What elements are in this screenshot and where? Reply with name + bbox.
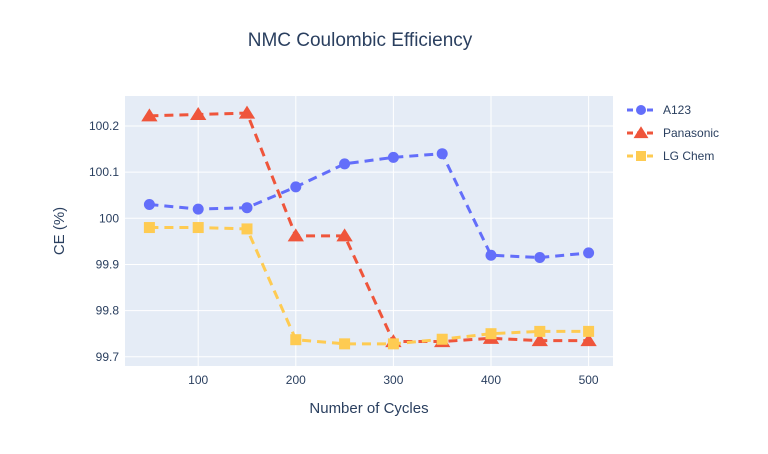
- data-point: [143, 198, 155, 210]
- data-point: [190, 107, 207, 121]
- y-tick-label: 100.2: [89, 119, 119, 133]
- legend-label: Panasonic: [663, 126, 719, 140]
- legend-item-a123[interactable]: A123: [627, 103, 691, 117]
- x-tick-label: 100: [188, 373, 208, 387]
- data-point: [436, 333, 448, 345]
- data-point: [534, 325, 546, 337]
- x-tick-label: 400: [481, 373, 501, 387]
- legend-swatch-marker: [636, 105, 646, 115]
- data-point: [339, 158, 351, 170]
- series-a123: [143, 148, 595, 264]
- plot-area: [125, 96, 613, 366]
- x-tick-label: 300: [383, 373, 403, 387]
- legend-label: A123: [663, 103, 691, 117]
- legend-item-panasonic[interactable]: Panasonic: [627, 126, 719, 140]
- legend[interactable]: A123 Panasonic LG Chem: [627, 103, 719, 163]
- data-point: [534, 252, 546, 264]
- data-point: [141, 108, 158, 122]
- y-tick-label: 100.1: [89, 165, 119, 179]
- series-line: [149, 226, 589, 346]
- y-tick-label: 100: [99, 211, 119, 225]
- data-point: [287, 228, 304, 242]
- data-point: [580, 333, 597, 347]
- data-point: [583, 247, 595, 259]
- data-point: [192, 222, 204, 234]
- data-point: [387, 338, 399, 350]
- data-point: [143, 222, 155, 234]
- series-lg-chem: [143, 222, 595, 350]
- x-tick-label: 200: [286, 373, 306, 387]
- data-point: [485, 328, 497, 340]
- y-tick-label: 99.8: [96, 304, 120, 318]
- data-point: [339, 338, 351, 350]
- y-tick-label: 99.7: [96, 350, 120, 364]
- data-point: [290, 334, 302, 346]
- x-tick-labels: 100 200 300 400 500: [188, 373, 599, 387]
- data-point: [241, 202, 253, 214]
- series-layer: [141, 105, 597, 350]
- y-tick-label: 99.9: [96, 257, 120, 271]
- data-point: [387, 151, 399, 163]
- chart-title: NMC Coulombic Efficiency: [248, 30, 473, 51]
- x-axis-title: Number of Cycles: [309, 400, 428, 417]
- data-point: [241, 223, 253, 235]
- data-point: [238, 105, 256, 119]
- data-point: [336, 228, 353, 242]
- data-point: [192, 203, 204, 215]
- legend-label: LG Chem: [663, 149, 714, 163]
- y-tick-labels: 99.7 99.8 99.9 100 100.1 100.2: [89, 119, 119, 364]
- data-point: [485, 249, 497, 261]
- series-line: [149, 111, 589, 344]
- y-gridlines: [125, 125, 613, 358]
- legend-item-lg-chem[interactable]: LG Chem: [627, 149, 714, 163]
- data-point: [436, 148, 448, 160]
- x-tick-label: 500: [579, 373, 599, 387]
- legend-swatch-marker: [636, 151, 646, 161]
- y-axis-title: CE (%): [51, 207, 68, 255]
- data-point: [531, 333, 548, 347]
- data-point: [583, 325, 595, 337]
- legend-swatch-marker: [633, 126, 649, 139]
- series-line: [149, 152, 589, 260]
- data-point: [290, 181, 302, 193]
